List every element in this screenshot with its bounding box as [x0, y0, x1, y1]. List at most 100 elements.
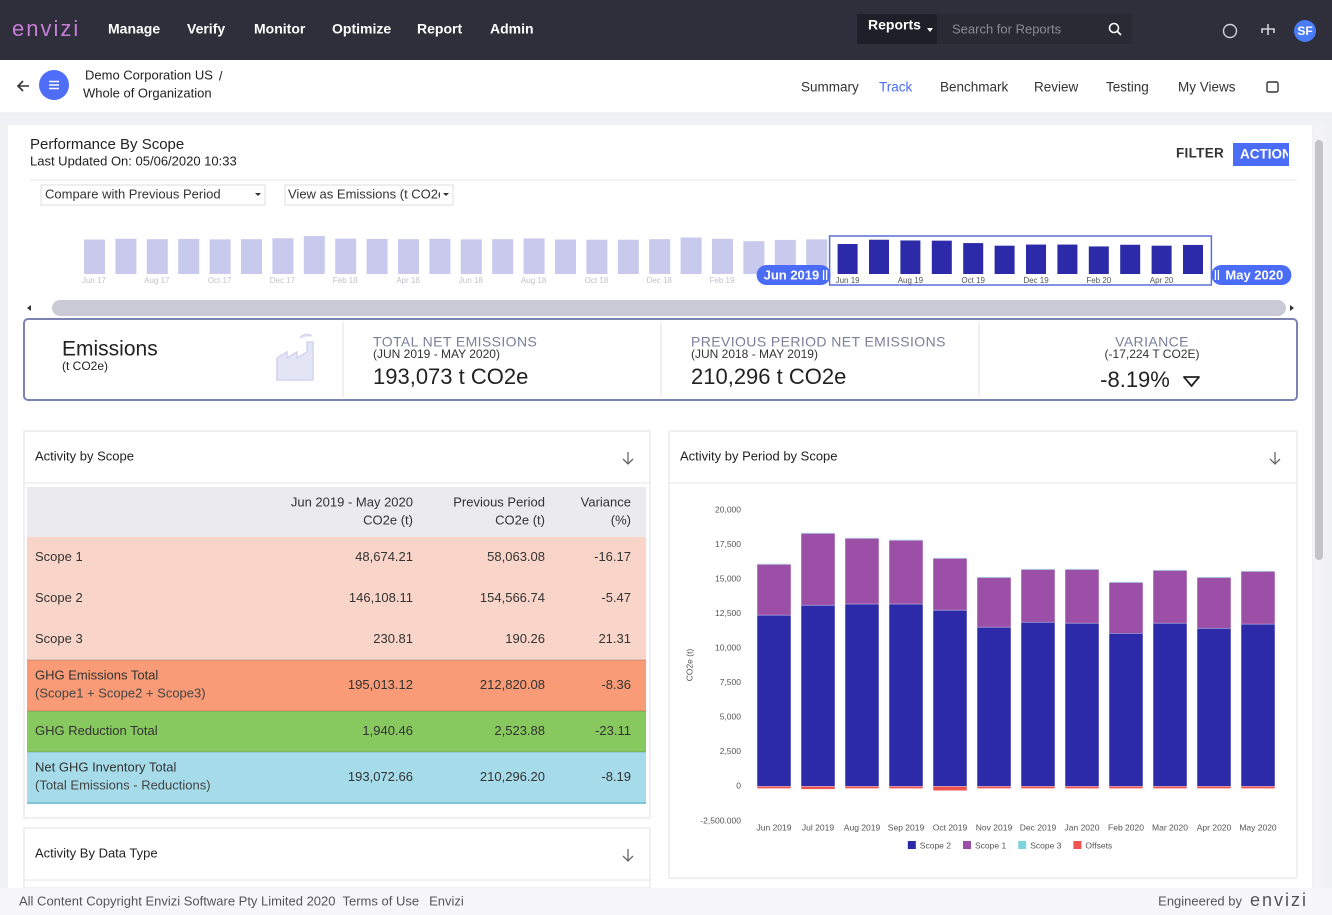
- variance-arrow: [1183, 376, 1200, 387]
- table-row: [27, 619, 646, 660]
- brush-start-handle[interactable]: [756, 265, 831, 285]
- search-icon: [1108, 22, 1120, 34]
- legend-swatch: [1018, 841, 1027, 849]
- search-scope[interactable]: [857, 14, 937, 44]
- filter-button[interactable]: FILTER: [1176, 146, 1224, 161]
- tab[interactable]: Summary: [801, 80, 859, 95]
- row-sublabel: (Scope1 + Scope2 + Scope3): [35, 685, 206, 700]
- x-tick-label: Sep 2019: [888, 822, 925, 832]
- timeline-bar: [523, 238, 545, 274]
- timeline-label: Feb 20: [1086, 276, 1111, 285]
- back-arrow[interactable]: [16, 80, 29, 92]
- legend-label[interactable]: Scope 3: [1030, 840, 1061, 850]
- timeline-label: Jun 18: [459, 276, 484, 285]
- footer-brand: envizi: [1250, 890, 1308, 910]
- legend-swatch: [907, 841, 916, 849]
- bar-segment: [1152, 622, 1188, 787]
- bar-segment: [976, 626, 1012, 787]
- bar-segment: [1196, 628, 1232, 787]
- tab[interactable]: Review: [1034, 80, 1079, 95]
- timeline-bar: [617, 239, 639, 274]
- column-title: Jun 2019 - May 2020: [291, 494, 413, 509]
- row-label: Scope 1: [35, 549, 83, 564]
- timeline-bar: [146, 239, 168, 274]
- compare-select[interactable]: [40, 184, 266, 206]
- nav-item[interactable]: Monitor: [254, 21, 306, 37]
- column-unit: CO2e (t): [363, 512, 413, 527]
- x-tick-label: Nov 2019: [976, 822, 1013, 832]
- footer: [0, 888, 1332, 915]
- view-select[interactable]: [284, 184, 454, 206]
- nav-item[interactable]: Optimize: [332, 21, 391, 37]
- table-cell: 58,063.08: [487, 549, 545, 564]
- timeline-bar: [555, 239, 576, 274]
- scroll-right[interactable]: [1290, 305, 1294, 311]
- timeline-bar: [1057, 244, 1078, 274]
- timeline-bar: [303, 236, 325, 274]
- x-tick-label: Jan 2020: [1065, 822, 1100, 832]
- table-cell: -5.47: [601, 590, 631, 605]
- bar-segment: [1196, 786, 1232, 789]
- bar-segment: [1240, 786, 1276, 789]
- bar-segment: [1064, 568, 1100, 570]
- tab[interactable]: Testing: [1106, 80, 1149, 95]
- table-panel-title: Activity by Scope: [35, 448, 134, 463]
- nav-item[interactable]: Report: [417, 21, 462, 37]
- timeline-scrollbar[interactable]: [52, 300, 1286, 316]
- nav-item[interactable]: Verify: [187, 21, 225, 37]
- timeline-brush[interactable]: [828, 235, 1213, 286]
- download-icon[interactable]: [1269, 452, 1281, 465]
- column-title: Variance: [581, 494, 631, 509]
- bar-segment: [1152, 569, 1188, 571]
- kpi-period: (JUN 2019 - MAY 2020): [373, 347, 500, 361]
- timeline-bar: [869, 239, 889, 274]
- scroll-left[interactable]: [27, 305, 31, 311]
- bar-segment: [932, 557, 968, 611]
- table-row: [27, 537, 646, 578]
- timeline-bar: [335, 238, 357, 274]
- download-icon[interactable]: [622, 849, 634, 862]
- timeline-bar: [1026, 244, 1046, 274]
- tab[interactable]: Benchmark: [940, 80, 1009, 95]
- bar-segment: [888, 539, 924, 605]
- nav-item[interactable]: Manage: [108, 21, 160, 37]
- footer-link[interactable]: Envizi: [429, 893, 464, 908]
- tab[interactable]: Track: [879, 80, 912, 95]
- data-type-panel: [23, 827, 651, 889]
- tab[interactable]: My Views: [1178, 80, 1236, 95]
- column-title: Previous Period: [453, 494, 545, 509]
- timeline-label: Dec 17: [270, 276, 296, 285]
- search-input[interactable]: [937, 14, 1132, 44]
- kpi-value: 193,073 t CO2e: [373, 364, 528, 389]
- timeline-bar: [1088, 246, 1109, 274]
- y-tick-label: 10,000: [715, 642, 741, 652]
- scroll-thumb[interactable]: [1315, 140, 1323, 560]
- table-cell: -23.11: [595, 723, 631, 738]
- breadcrumb-org[interactable]: Demo Corporation US: [85, 67, 213, 82]
- nav-item[interactable]: Admin: [490, 21, 534, 37]
- view-icon[interactable]: [1266, 81, 1279, 93]
- legend-label[interactable]: Scope 1: [975, 840, 1006, 850]
- brush-end-handle[interactable]: [1211, 265, 1292, 285]
- table-cell: 48,674.21: [355, 549, 413, 564]
- legend-label[interactable]: Offsets: [1085, 840, 1112, 850]
- help-icon[interactable]: [1222, 23, 1238, 39]
- timeline-bar: [900, 240, 921, 274]
- timeline-label: Apr 20: [1150, 276, 1174, 285]
- hierarchy-icon[interactable]: [1261, 24, 1275, 35]
- row-label: Scope 2: [35, 590, 83, 605]
- legend-swatch: [963, 841, 972, 849]
- legend-label[interactable]: Scope 2: [920, 840, 951, 850]
- timeline-bar: [178, 238, 200, 274]
- bar-segment: [1108, 633, 1144, 787]
- table-row: [27, 752, 646, 803]
- timeline-label: Dec 19: [1023, 276, 1049, 285]
- footer-link[interactable]: Terms of Use: [343, 893, 420, 908]
- bar-segment: [932, 786, 968, 791]
- download-icon[interactable]: [622, 452, 634, 465]
- y-tick-label: 15,000: [715, 573, 741, 583]
- bar-segment: [1152, 786, 1188, 789]
- avatar[interactable]: [1294, 20, 1316, 42]
- action-button[interactable]: [1233, 143, 1289, 166]
- bar-segment: [888, 786, 924, 789]
